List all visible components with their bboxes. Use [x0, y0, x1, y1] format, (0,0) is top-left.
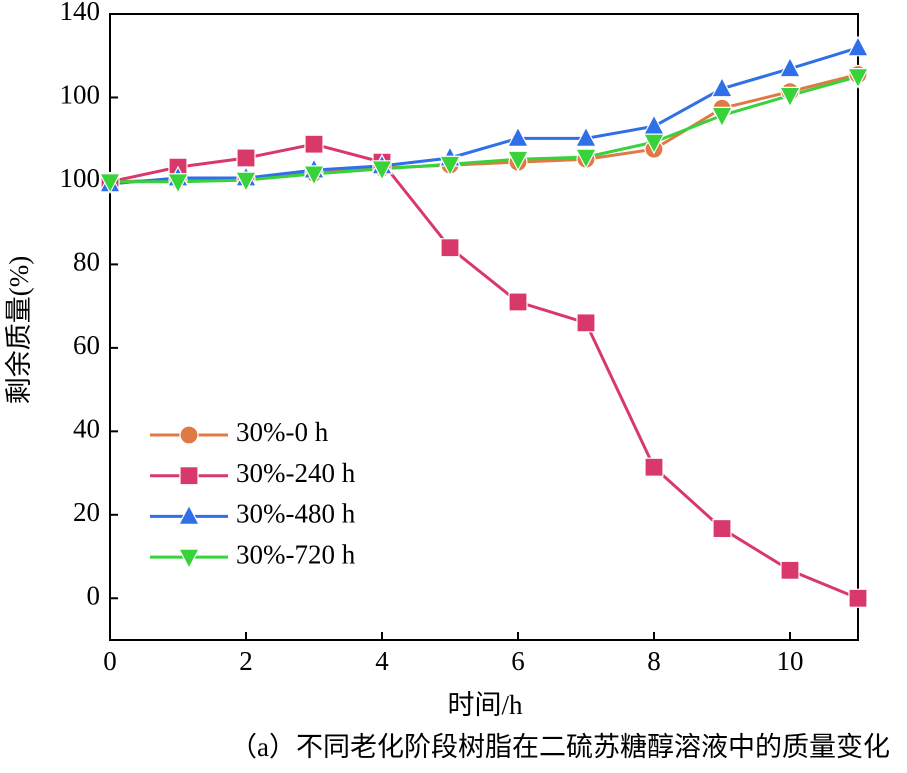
- plot-frame: [109, 13, 859, 641]
- data-point: [847, 35, 869, 57]
- data-point: [780, 560, 800, 580]
- y-tick-label: 140: [60, 0, 101, 26]
- data-point: [575, 148, 597, 170]
- legend-marker: [178, 504, 200, 526]
- data-point: [507, 150, 529, 172]
- data-point: [779, 86, 801, 108]
- legend-label: 30%-0 h: [236, 417, 329, 447]
- data-point: [440, 238, 460, 258]
- data-point: [236, 148, 256, 168]
- data-point: [643, 113, 665, 135]
- legend-marker: [179, 466, 199, 486]
- data-point: [643, 133, 665, 155]
- data-point: [644, 457, 664, 477]
- x-tick-label: 0: [103, 646, 117, 676]
- data-point: [439, 155, 461, 177]
- data-point: [711, 76, 733, 98]
- y-tick-label: 100: [60, 80, 101, 110]
- legend-marker: [179, 425, 199, 445]
- data-point: [167, 173, 189, 195]
- series-line: [109, 142, 859, 600]
- data-point: [99, 173, 121, 195]
- data-point: [576, 313, 596, 333]
- series-line: [109, 73, 859, 184]
- y-tick-label: 60: [73, 330, 100, 360]
- data-point: [847, 67, 869, 89]
- series-line: [109, 46, 859, 186]
- legend-label: 30%-240 h: [236, 458, 356, 488]
- data-point: [848, 588, 868, 608]
- legend-label: 30%-480 h: [236, 499, 356, 529]
- x-tick-label: 6: [511, 646, 525, 676]
- data-point: [575, 126, 597, 147]
- y-tick-label: 80: [73, 247, 100, 277]
- x-tick-label: 2: [239, 646, 253, 676]
- x-tick-label: 4: [375, 646, 389, 676]
- data-point: [779, 56, 801, 78]
- data-point: [508, 292, 528, 312]
- data-point: [235, 171, 257, 193]
- data-point: [712, 518, 732, 539]
- caption: （a）不同老化阶段树脂在二硫苏糖醇溶液中的质量变化: [230, 732, 890, 762]
- data-point: [711, 106, 733, 128]
- legend-marker: [178, 548, 200, 570]
- y-tick-label: 40: [73, 414, 100, 444]
- x-tick-label: 8: [647, 646, 661, 676]
- y-tick-label: 100: [60, 163, 101, 193]
- data-point: [304, 134, 324, 154]
- legend-label: 30%-720 h: [236, 539, 356, 569]
- y-axis-title: 剩余质量(%): [4, 256, 34, 404]
- data-point: [303, 165, 325, 187]
- series-line: [110, 75, 859, 184]
- y-tick-label: 0: [87, 580, 101, 610]
- x-axis-title: 时间/h: [447, 690, 523, 720]
- data-point: [507, 126, 529, 147]
- x-tick-label: 10: [777, 646, 804, 676]
- data-point: [371, 160, 393, 182]
- y-tick-label: 20: [73, 497, 100, 527]
